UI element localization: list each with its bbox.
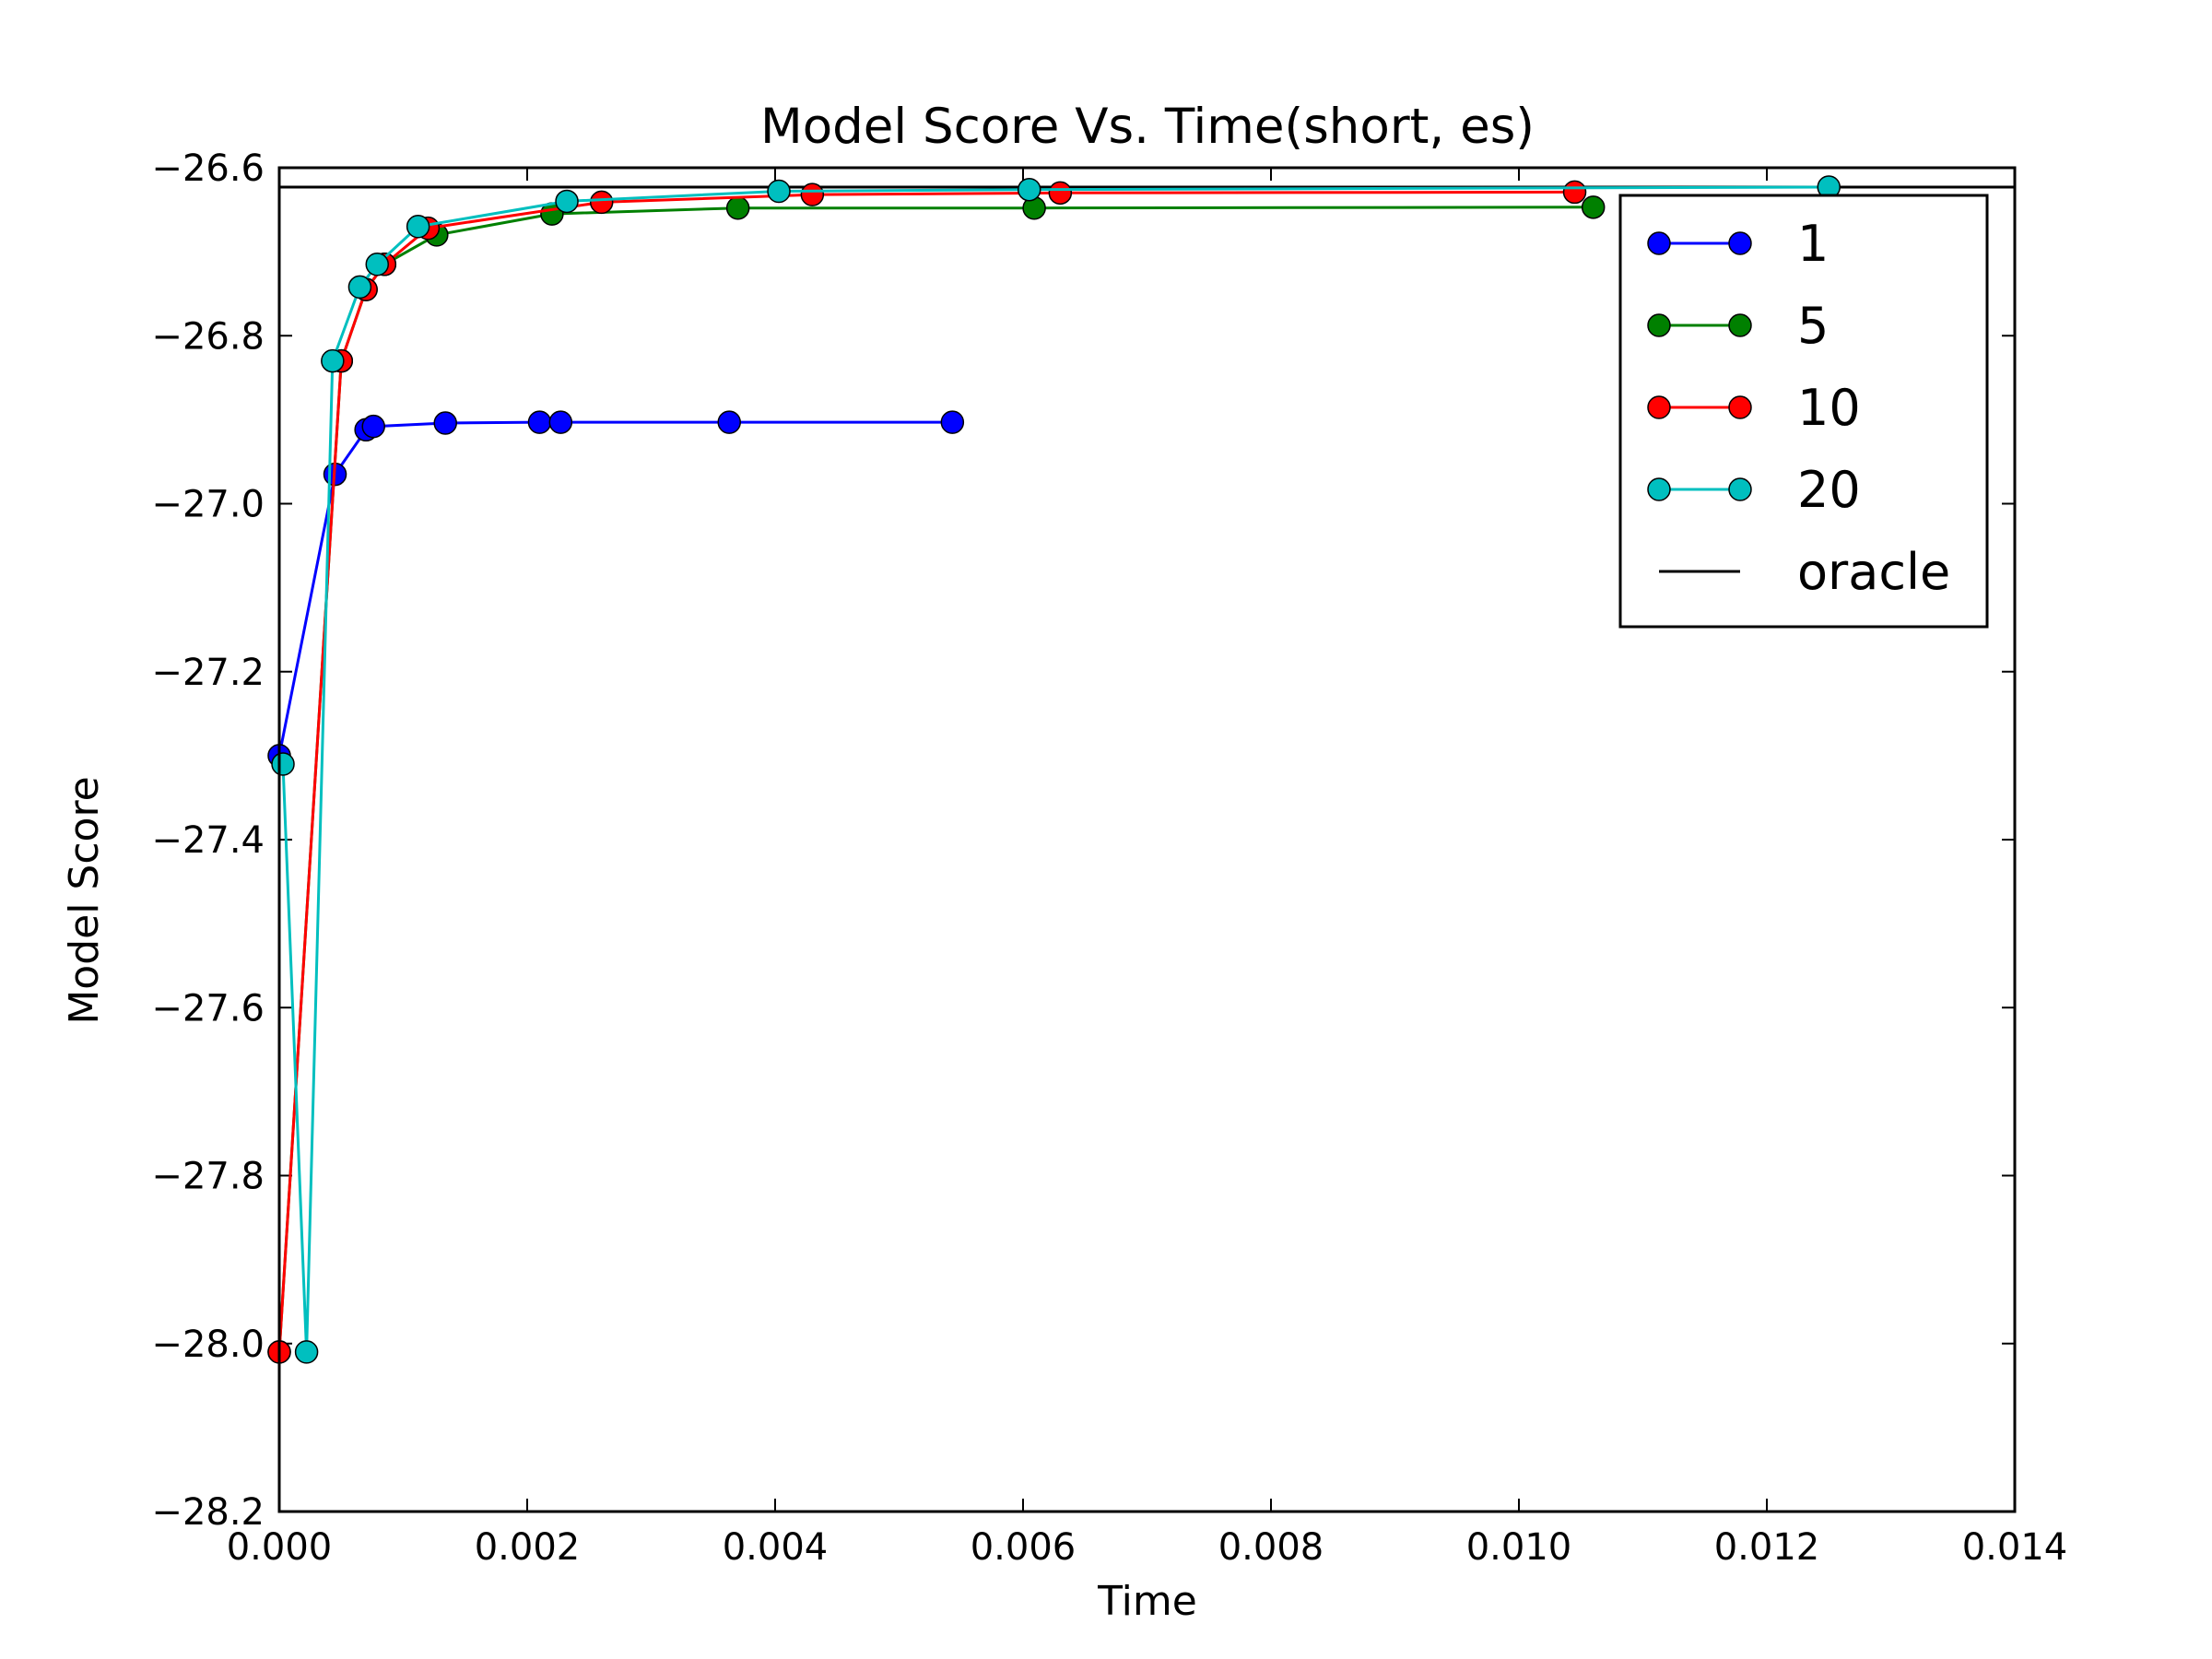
legend-label: 5: [1797, 297, 1829, 355]
x-tick-label: 0.012: [1714, 1526, 1820, 1569]
data-point-1: [433, 411, 457, 435]
data-point-1: [548, 410, 573, 434]
data-point-20: [1017, 177, 1041, 202]
legend-box: [1618, 194, 1989, 629]
legend-swatch-marker: [1647, 477, 1671, 501]
y-tick-label: −27.6: [151, 987, 265, 1030]
series-line-10: [277, 190, 1575, 1352]
legend-swatch-marker: [1728, 231, 1752, 255]
y-axis-label: Model Score: [61, 776, 108, 1024]
legend-entry-1: 1: [1647, 215, 1829, 273]
legend-swatch-marker: [1647, 313, 1671, 337]
x-axis-ticks: 0.000 0.002 0.004 0.006 0.008 0.010 0.012 0.014: [227, 168, 2068, 1569]
x-tick-label: 0.014: [1962, 1526, 2068, 1569]
legend-entry-5: 5: [1647, 297, 1829, 355]
series-line-1: [277, 420, 953, 757]
y-tick-label: −27.8: [151, 1156, 265, 1198]
data-point-10: [1048, 181, 1073, 206]
y-tick-label: −27.4: [151, 819, 265, 862]
legend-label: 10: [1797, 379, 1861, 437]
y-axis-ticks: −28.2 −28.0 −27.8 −27.6 −27.4 −27.2 −27.0 −26.8…: [151, 147, 2015, 1534]
series-line-5: [277, 206, 1594, 1352]
series-5: [267, 195, 1606, 1364]
x-tick-label: 0.004: [723, 1526, 829, 1569]
data-point-1: [361, 414, 385, 439]
data-point-5: [725, 195, 750, 220]
x-tick-label: 0.006: [971, 1526, 1077, 1569]
legend-entry-20: 20: [1647, 461, 1861, 519]
series-20: [271, 175, 1841, 1364]
y-tick-label: −27.0: [151, 484, 265, 526]
legend-swatch-marker: [1728, 313, 1752, 337]
legend-label: oracle: [1797, 543, 1950, 601]
y-tick-label: −26.6: [151, 147, 265, 190]
x-tick-label: 0.000: [227, 1526, 333, 1569]
data-point-20: [406, 215, 430, 239]
data-point-20: [271, 752, 295, 776]
legend-label: 20: [1797, 461, 1861, 519]
legend-swatch-marker: [1728, 477, 1752, 501]
legend-entry-oracle: oracle: [1659, 543, 1950, 601]
data-point-10: [1562, 180, 1587, 205]
data-point-1: [940, 410, 965, 434]
x-tick-label: 0.008: [1218, 1526, 1324, 1569]
data-point-1: [527, 410, 552, 434]
data-point-20: [365, 253, 390, 276]
x-tick-label: 0.002: [475, 1526, 581, 1569]
y-tick-label: −26.8: [151, 315, 265, 358]
data-point-20: [347, 275, 372, 300]
data-point-1: [717, 410, 741, 434]
legend-entry-10: 10: [1647, 379, 1861, 437]
legend-swatch-marker: [1647, 231, 1671, 255]
data-point-20: [321, 348, 345, 373]
data-point-10: [589, 190, 614, 215]
legend-swatch-marker: [1647, 395, 1671, 419]
x-tick-label: 0.010: [1466, 1526, 1572, 1569]
series-10: [267, 180, 1587, 1364]
x-axis-label: Time: [1097, 1578, 1197, 1625]
series-line-20: [281, 185, 1830, 1352]
legend-label: 1: [1797, 215, 1829, 273]
y-tick-label: −28.0: [151, 1324, 265, 1366]
legend: 1 5 10 20 oracle: [1618, 194, 1989, 629]
series-layer: [267, 175, 2015, 1364]
series-1: [267, 410, 965, 768]
data-point-10: [800, 182, 825, 206]
legend-swatch-marker: [1728, 395, 1752, 419]
chart-title: Model Score Vs. Time(short, es): [760, 99, 1535, 155]
plot-frame: [277, 166, 2017, 1513]
data-point-20: [555, 189, 579, 214]
data-point-20: [294, 1340, 319, 1364]
data-point-5: [1581, 195, 1606, 219]
data-point-20: [767, 179, 791, 204]
y-tick-label: −27.2: [151, 652, 265, 694]
y-tick-label: −28.2: [151, 1491, 265, 1534]
